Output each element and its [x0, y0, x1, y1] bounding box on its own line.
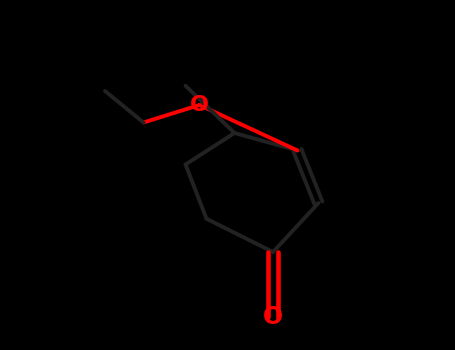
Text: O: O: [263, 305, 283, 329]
Text: O: O: [190, 95, 209, 115]
